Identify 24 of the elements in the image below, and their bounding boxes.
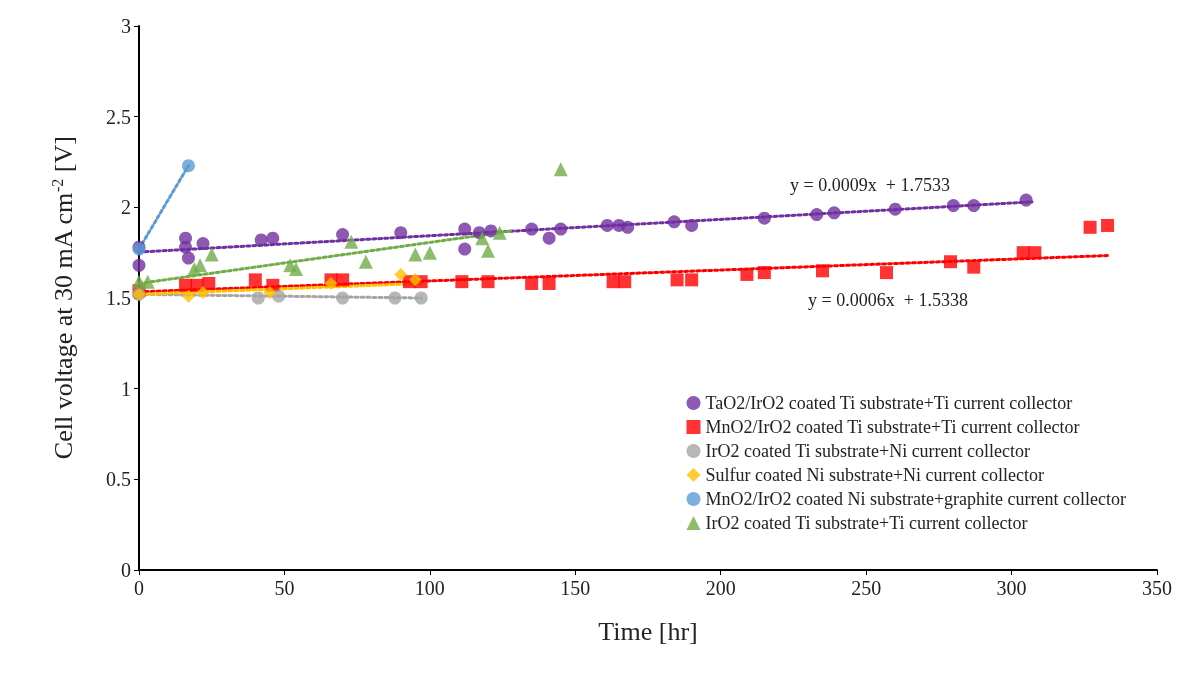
x-tick-label: 100 (414, 577, 445, 599)
y-tick-label: 2.5 (106, 105, 131, 128)
y-tick-label: 3 (121, 15, 131, 37)
y-tick-label: 0 (121, 559, 131, 581)
y-axis-title: Cell voltage at 30 mA cm-2 [V] (48, 136, 78, 460)
x-tick-label: 300 (996, 577, 1027, 599)
x-tick-label: 50 (274, 577, 295, 599)
legend-label: TaO2/IrO2 coated Ti substrate+Ti current collector (705, 393, 1073, 413)
x-tick-label: 350 (1142, 577, 1172, 599)
legend-label: Sulfur coated Ni substrate+Ni current collector (705, 465, 1045, 485)
y-tick-label: 1 (121, 377, 131, 400)
legend-label: MnO2/IrO2 coated Ti substrate+Ti current collector (705, 417, 1080, 437)
annotation: y = 0.0009x + 1.7533 (790, 175, 950, 195)
y-tick-label: 0.5 (106, 468, 131, 491)
y-tick-label: 1.5 (106, 287, 131, 309)
x-tick-label: 250 (851, 577, 882, 599)
x-tick-label: 150 (560, 577, 591, 599)
legend-label: IrO2 coated Ti substrate+Ni current collector (705, 441, 1031, 461)
annotation: y = 0.0006x + 1.5338 (808, 290, 968, 310)
x-tick-label: 200 (705, 577, 736, 599)
legend-label: MnO2/IrO2 coated Ni substrate+graphite current collector (705, 489, 1127, 509)
legend-label: IrO2 coated Ti substrate+Ti current collector (705, 513, 1028, 533)
y-tick-label: 2 (121, 196, 131, 219)
x-axis-title: Time [hr] (598, 616, 698, 646)
